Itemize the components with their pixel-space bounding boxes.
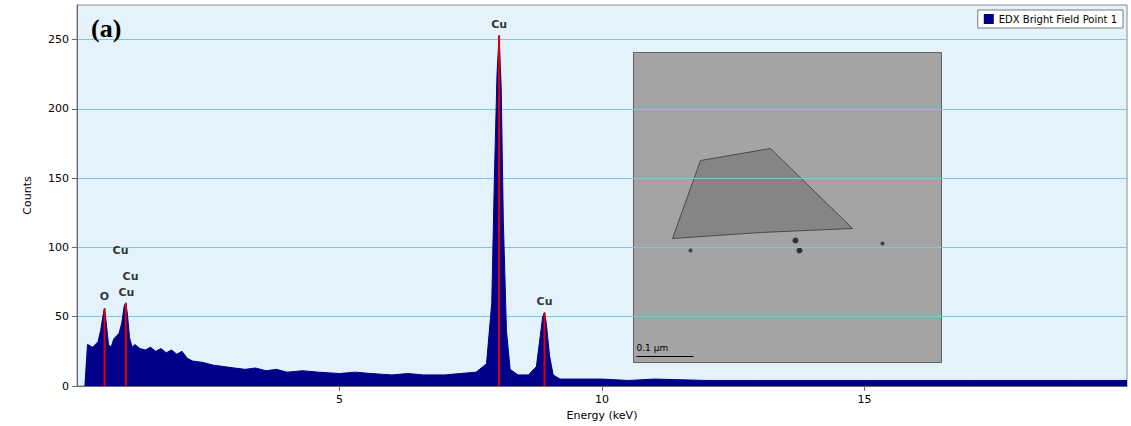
- svg-text:Energy (keV): Energy (keV): [567, 409, 638, 422]
- svg-text:0: 0: [62, 380, 69, 393]
- svg-text:100: 100: [48, 241, 69, 254]
- svg-text:Cu: Cu: [537, 295, 553, 308]
- svg-text:250: 250: [48, 33, 69, 46]
- svg-text:200: 200: [48, 102, 69, 115]
- svg-text:Counts: Counts: [21, 176, 34, 215]
- svg-text:50: 50: [55, 310, 69, 323]
- svg-text:0.1 µm: 0.1 µm: [637, 343, 669, 353]
- svg-text:(a): (a): [91, 14, 121, 43]
- svg-text:150: 150: [48, 172, 69, 185]
- svg-text:O: O: [100, 290, 109, 303]
- svg-text:Cu: Cu: [113, 244, 129, 257]
- svg-text:EDX Bright Field Point 1: EDX Bright Field Point 1: [999, 14, 1117, 25]
- svg-text:Cu: Cu: [118, 286, 134, 299]
- svg-text:Cu: Cu: [491, 18, 507, 31]
- svg-text:10: 10: [595, 393, 609, 406]
- svg-text:Cu: Cu: [123, 270, 139, 283]
- svg-text:15: 15: [858, 393, 872, 406]
- svg-text:5: 5: [336, 393, 343, 406]
